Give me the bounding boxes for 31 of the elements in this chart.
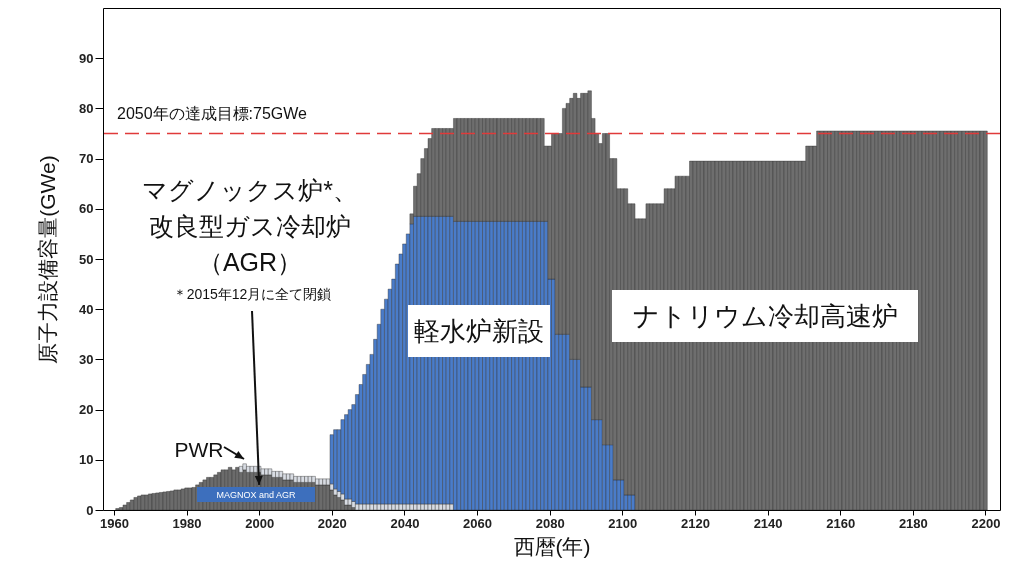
y-tick-label: 90	[79, 50, 94, 66]
ref-line-label: 2050年の達成目標:75GWe	[117, 103, 307, 124]
y-tick-label: 60	[79, 201, 94, 217]
y-tick-label: 20	[79, 402, 94, 418]
x-tick-label: 2100	[608, 515, 638, 531]
x-tick-label: 2140	[753, 515, 783, 531]
x-tick-label: 1980	[172, 515, 202, 531]
series-label: 軽水炉新設	[408, 305, 550, 357]
annotation: ＊2015年12月に全て閉鎖	[171, 285, 333, 303]
y-axis-title: 原子力設備容量(GWe)	[36, 155, 60, 364]
x-tick-label: 2000	[245, 515, 275, 531]
x-tick-label: 2160	[826, 515, 856, 531]
series-label: PWR	[173, 437, 225, 463]
x-tick-label: 2040	[390, 515, 420, 531]
x-axis-title: 西暦(年)	[513, 534, 591, 558]
y-tick-label: 10	[79, 452, 94, 468]
annotation: マグノックス炉*、改良型ガス冷却炉（AGR）	[141, 175, 359, 278]
x-tick-label: 2180	[898, 515, 928, 531]
x-tick-label: 2020	[317, 515, 347, 531]
y-tick-label: 40	[79, 301, 94, 317]
y-tick-label: 70	[79, 151, 94, 167]
x-tick-label: 2060	[463, 515, 493, 531]
x-tick-label: 2080	[535, 515, 565, 531]
y-tick-label: 50	[79, 251, 94, 267]
y-tick-label: 80	[79, 100, 94, 116]
y-tick-label: 0	[86, 502, 94, 518]
series-label: ナトリウム冷却高速炉	[612, 290, 918, 342]
y-tick-label: 30	[79, 351, 94, 367]
x-tick-label: 2200	[971, 515, 1001, 531]
x-tick-label: 1960	[99, 515, 129, 531]
x-tick-label: 2120	[680, 515, 710, 531]
